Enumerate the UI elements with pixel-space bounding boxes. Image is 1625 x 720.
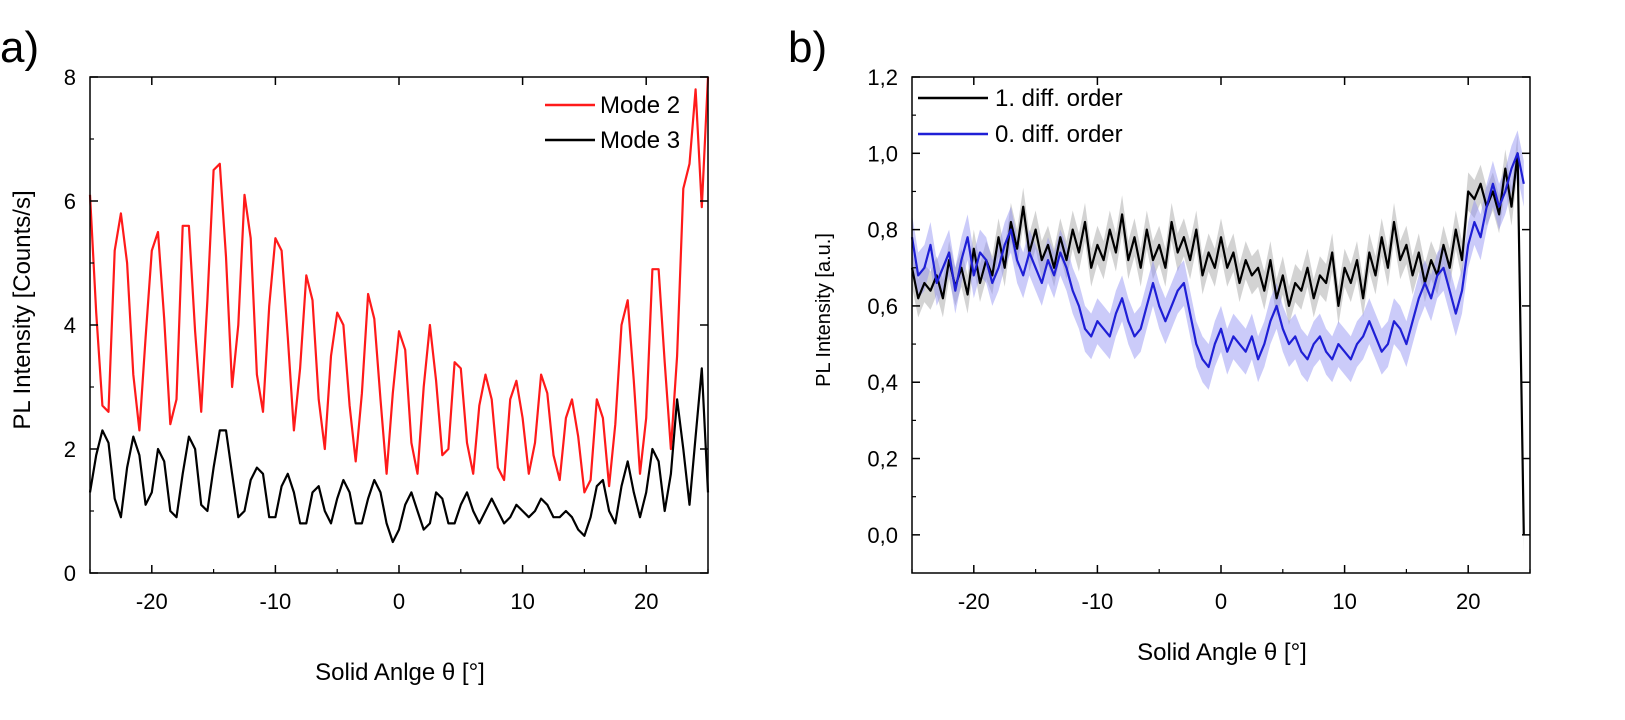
y-tick-label: 4 (64, 313, 76, 338)
panel-b-x-axis-title: Solid Angle θ [°] (1137, 639, 1307, 666)
series-line-mode-2 (88, 76, 710, 494)
panel-a-label: a) (0, 23, 39, 72)
x-tick-label: 20 (1456, 589, 1480, 614)
x-tick-label: 0 (1215, 589, 1227, 614)
x-tick-label: 10 (1332, 589, 1356, 614)
panel-b-x-ticks: -20 -10 0 10 20 (911, 77, 1531, 614)
panel-b-label: b) (788, 23, 827, 72)
x-tick-label: -10 (260, 589, 292, 614)
x-tick-label: 20 (634, 589, 658, 614)
panel-a-x-ticks: -20 -10 0 10 20 (89, 77, 709, 614)
y-tick-label: 1,2 (867, 65, 898, 90)
panel-b-y-ticks: 0,0 0,2 0,4 0,6 0,8 1,0 1,2 (867, 65, 1530, 548)
x-tick-label: 0 (393, 589, 405, 614)
y-tick-label: 1,0 (867, 141, 898, 166)
y-tick-label: 2 (64, 437, 76, 462)
panel-a-x-axis-title: Solid Anlge θ [°] (315, 659, 485, 686)
y-tick-label: 0,8 (867, 218, 898, 243)
legend-label-mode-2: Mode 2 (600, 92, 680, 119)
y-tick-label: 6 (64, 189, 76, 214)
x-tick-label: -10 (1082, 589, 1114, 614)
panel-a: a) -20 -10 0 10 20 0 2 4 6 8 Solid Anlge θ [°] P… (0, 23, 710, 686)
series-line-mode-3 (88, 367, 710, 544)
panel-b: b) -20 -10 0 10 20 0,0 0,2 0,4 0,6 0,8 1,0 1,2 Sol… (788, 23, 1531, 666)
panel-b-bands (912, 130, 1524, 554)
panel-a-y-axis-title: PL Intensity [Counts/s] (9, 190, 36, 429)
y-tick-label: 0,0 (867, 523, 898, 548)
panel-b-y-axis-title: PL Intensity [a.u.] (813, 233, 835, 387)
y-tick-label: 0,4 (867, 370, 898, 395)
x-tick-label: -20 (958, 589, 990, 614)
y-tick-label: 0,6 (867, 294, 898, 319)
panel-b-series (910, 152, 1525, 535)
y-tick-label: 8 (64, 65, 76, 90)
panel-b-legend: 1. diff. order 0. diff. order (918, 85, 1123, 148)
series-line-1-diff-order (910, 152, 1525, 535)
panel-a-series (88, 76, 710, 544)
y-tick-label: 0 (64, 561, 76, 586)
y-tick-label: 0,2 (867, 447, 898, 472)
panel-a-y-ticks: 0 2 4 6 8 (64, 65, 708, 586)
legend-label-1-diff-order: 1. diff. order (995, 85, 1123, 112)
band-1-diff-order (912, 134, 1524, 554)
x-tick-label: 10 (510, 589, 534, 614)
legend-label-0-diff-order: 0. diff. order (995, 121, 1123, 148)
series-line-0-diff-order (910, 152, 1525, 369)
panel-a-legend: Mode 2 Mode 3 (545, 92, 680, 154)
legend-label-mode-3: Mode 3 (600, 127, 680, 154)
x-tick-label: -20 (136, 589, 168, 614)
